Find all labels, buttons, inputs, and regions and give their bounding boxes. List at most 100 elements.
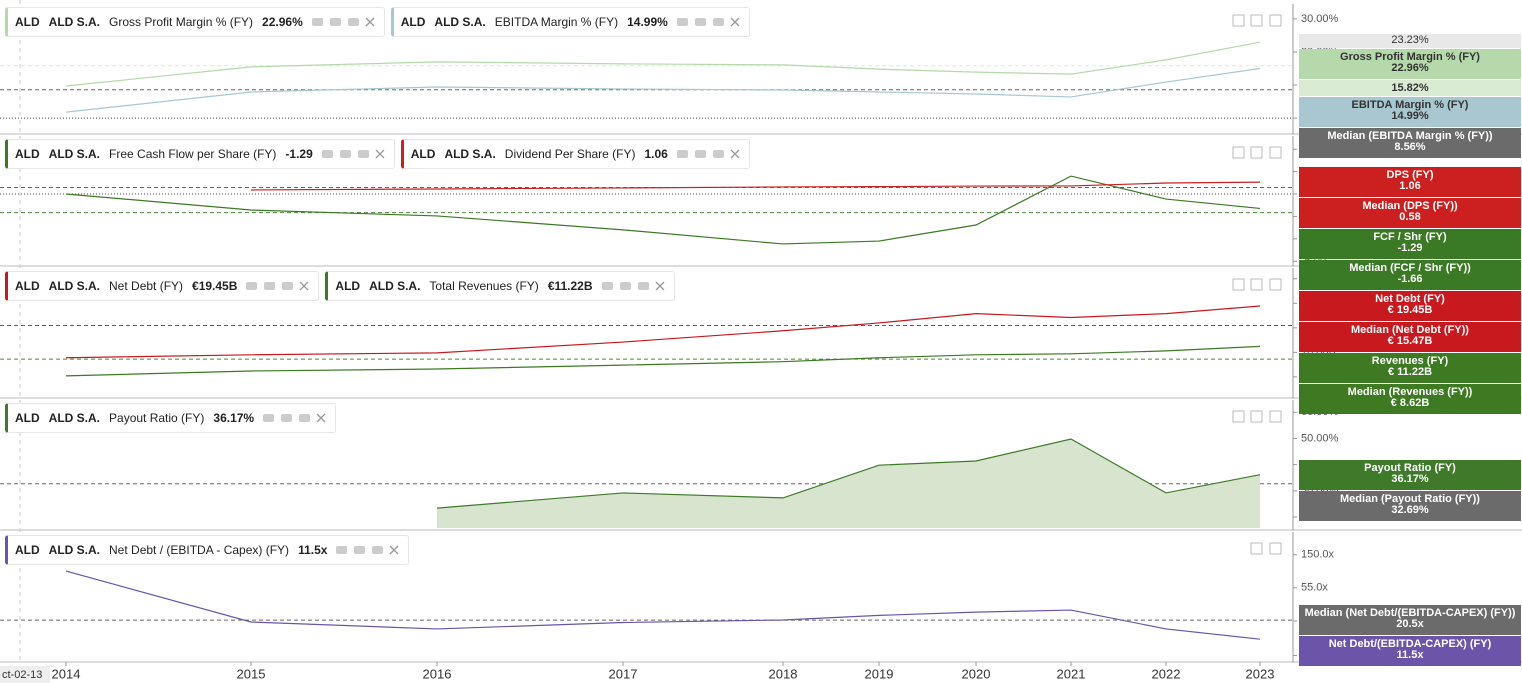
pane-button[interactable] [1232, 410, 1245, 423]
area [437, 439, 1260, 528]
icon [372, 546, 384, 554]
badge-value: 1.06 [1399, 180, 1421, 193]
value-badge: Gross Profit Margin % (FY) 22.96% [1299, 49, 1521, 80]
value-badge: Median (Revenues (FY)) € 8.62B [1299, 384, 1521, 414]
legend-chip[interactable]: ALD ALD S.A. Total Revenues (FY) €11.22B [325, 271, 675, 301]
y-tick-label: 150.0x [1301, 549, 1335, 561]
value-badge: Median (FCF / Shr (FY)) -1.66 [1299, 260, 1521, 291]
pane-button[interactable] [1250, 14, 1263, 27]
current-value: 22.96% [262, 15, 303, 29]
x-tick-label: 2019 [865, 666, 894, 681]
pane-button[interactable] [1232, 146, 1245, 159]
value-badge: Median (DPS (FY)) 0.58 [1299, 198, 1521, 229]
value-badge: DPS (FY) 1.06 [1299, 167, 1521, 198]
pane-button[interactable] [1269, 278, 1282, 291]
company: ALD S.A. [444, 147, 496, 161]
value-badge: Median (Net Debt/(EBITDA-CAPEX) (FY)) 20.… [1299, 605, 1521, 636]
chip-icons [246, 281, 309, 291]
line [65, 41, 1261, 87]
badge-value: 23.23% [1391, 34, 1429, 47]
badge-name: Median (FCF / Shr (FY)) [1349, 262, 1471, 275]
pane-button[interactable] [1232, 14, 1245, 27]
line [436, 438, 1261, 509]
close-icon[interactable] [389, 545, 399, 555]
current-value: €19.45B [192, 279, 238, 293]
legend: ALD ALD S.A. Net Debt (FY) €19.45B ALD ALD S.… [5, 271, 675, 301]
icon [357, 150, 369, 158]
close-icon[interactable] [730, 17, 740, 27]
badge-value: -1.29 [1397, 242, 1423, 255]
icon [299, 414, 311, 422]
value-badge: Net Debt/(EBITDA-CAPEX) (FY) 11.5x [1299, 636, 1521, 667]
close-icon[interactable] [375, 149, 385, 159]
pane-button[interactable] [1250, 278, 1263, 291]
icon [329, 18, 341, 26]
legend: ALD ALD S.A. Gross Profit Margin % (FY) 22.… [5, 7, 750, 37]
icon [311, 18, 323, 26]
icon [619, 282, 631, 290]
pane-button[interactable] [1269, 410, 1282, 423]
pane-button[interactable] [1269, 146, 1282, 159]
chip-icons [601, 281, 664, 291]
legend-chip[interactable]: ALD ALD S.A. EBITDA Margin % (FY) 14.99% [390, 7, 750, 37]
ticker: ALD [15, 15, 40, 29]
pane-button[interactable] [1269, 14, 1282, 27]
line [250, 181, 1261, 191]
series-name: EBITDA Margin % (FY) [494, 15, 619, 29]
badge-name: EBITDA Margin % (FY) [1351, 99, 1469, 112]
value-badge: 15.82% [1299, 80, 1521, 97]
badge-value: 11.5x [1396, 649, 1424, 662]
chip-icons [676, 149, 740, 159]
close-icon[interactable] [365, 17, 375, 27]
x-tick-label: 2022 [1152, 666, 1181, 681]
close-icon[interactable] [730, 149, 740, 159]
value-badge: Median (Payout Ratio (FY)) 32.69% [1299, 490, 1521, 521]
icon [601, 282, 613, 290]
icon [676, 18, 688, 26]
close-icon[interactable] [655, 281, 664, 291]
chip-icons [321, 149, 385, 159]
legend-chip[interactable]: ALD ALD S.A. Net Debt / (EBITDA - Capex) (… [5, 535, 410, 565]
company: ALD S.A. [48, 15, 101, 29]
badge-value: 15.82% [1391, 82, 1429, 95]
y-tick-label: 55.0x [1301, 582, 1328, 594]
company: ALD S.A. [434, 15, 486, 29]
pane-button[interactable] [1232, 278, 1245, 291]
x-tick-label: 2023 [1246, 666, 1275, 681]
pane-button[interactable] [1250, 146, 1263, 159]
current-value: -1.29 [285, 147, 313, 161]
pane-button[interactable] [1250, 542, 1263, 555]
line [65, 345, 1261, 377]
ticker: ALD [15, 279, 40, 293]
badge-value: 32.69% [1391, 503, 1429, 516]
value-badge: Net Debt (FY) € 19.45B [1299, 291, 1521, 321]
value-badge: Median (EBITDA Margin % (FY)) 8.56% [1299, 128, 1521, 159]
line [65, 67, 1261, 113]
badge-value: 20.5x [1396, 618, 1424, 631]
close-icon[interactable] [299, 281, 309, 291]
icon [676, 150, 688, 158]
icon [354, 546, 366, 554]
x-tick-label: 2018 [769, 666, 798, 681]
pane-button[interactable] [1250, 410, 1263, 423]
legend-chip[interactable]: ALD ALD S.A. Net Debt (FY) €19.45B [5, 271, 320, 301]
legend-chip[interactable]: ALD ALD S.A. Free Cash Flow per Share (FY)… [5, 139, 395, 169]
pane-button[interactable] [1269, 542, 1282, 555]
series-name: Free Cash Flow per Share (FY) [109, 147, 277, 161]
legend-chip[interactable]: ALD ALD S.A. Gross Profit Margin % (FY) 22.… [5, 7, 385, 37]
badge-name: DPS (FY) [1386, 169, 1434, 182]
badge-name: Net Debt (FY) [1375, 293, 1445, 305]
badge-value: 8.56% [1394, 141, 1426, 154]
y-tick-label: 30.00% [1301, 13, 1339, 25]
icon [264, 282, 276, 290]
icon [339, 150, 351, 158]
ticker: ALD [15, 411, 40, 425]
legend-chip[interactable]: ALD ALD S.A. Payout Ratio (FY) 36.17% [5, 403, 337, 433]
date-stub: ct-02-13 [2, 669, 42, 681]
legend-chip[interactable]: ALD ALD S.A. Dividend Per Share (FY) 1.06 [400, 139, 750, 169]
line [65, 175, 1261, 245]
ticker: ALD [335, 279, 361, 293]
company: ALD S.A. [48, 411, 101, 425]
close-icon[interactable] [316, 413, 326, 423]
